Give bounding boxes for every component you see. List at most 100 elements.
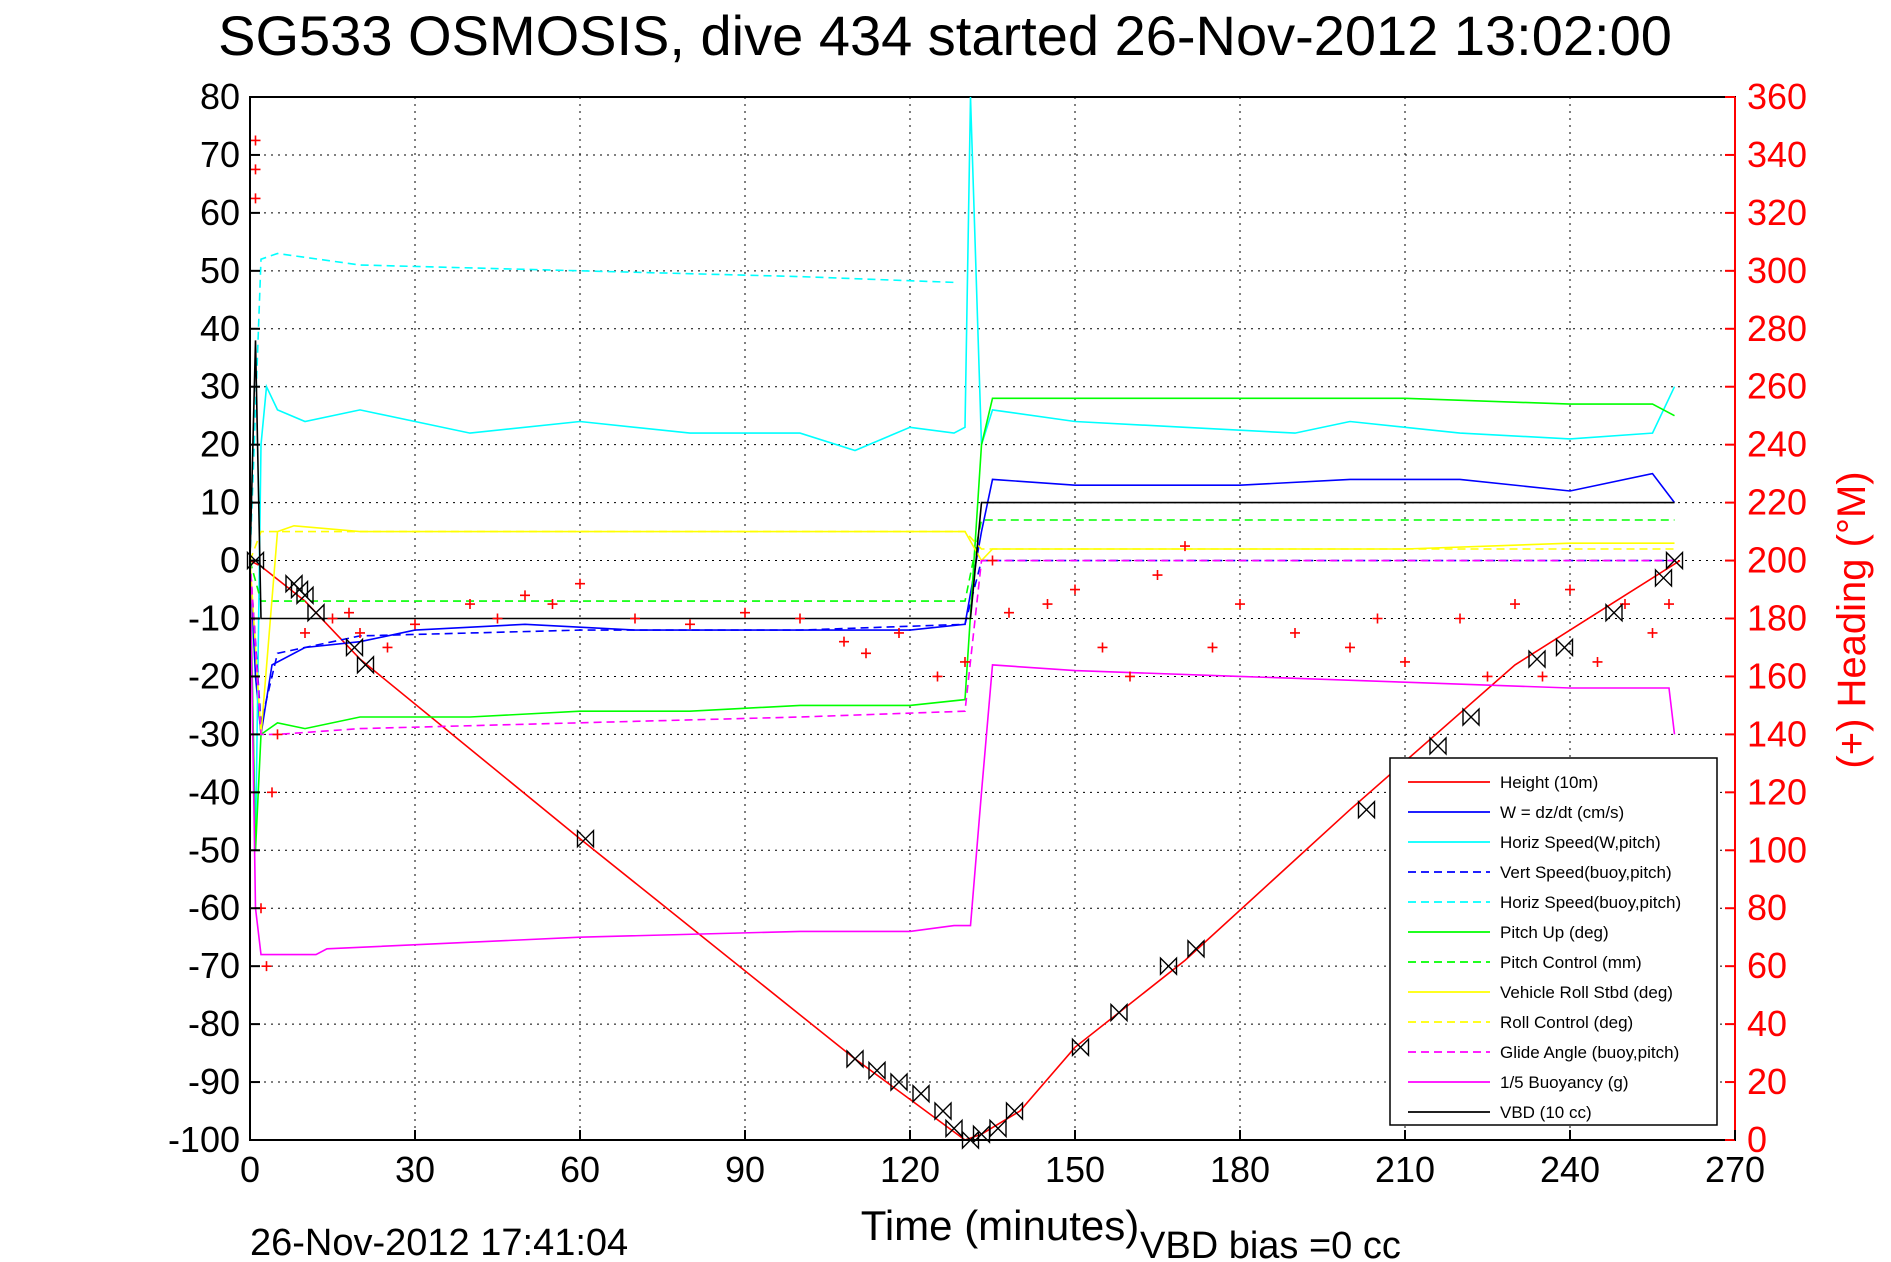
series-line (249, 96, 1676, 851)
right-tick-label: 320 (1747, 192, 1807, 233)
footer-vbd-bias: VBD bias =0 cc (1140, 1225, 1401, 1262)
grid-lines (250, 97, 1735, 1140)
heading-point (300, 627, 310, 638)
heading-point (1482, 671, 1493, 682)
heading-point (630, 613, 640, 624)
heading-point (740, 607, 750, 618)
legend-label: Height (10m) (1500, 773, 1598, 792)
heading-point (1042, 599, 1053, 610)
height-marker (1005, 1101, 1024, 1121)
x-tick-label: 0 (240, 1149, 260, 1190)
left-tick-label: -90 (188, 1061, 240, 1102)
heading-point (932, 671, 943, 682)
heading-point (987, 555, 998, 566)
heading-point (1647, 627, 1658, 638)
height-marker (912, 1083, 930, 1104)
height-marker (890, 1072, 908, 1092)
right-tick-labels: 3603403203002802602402202001801601401201… (1725, 76, 1807, 1160)
left-tick-label: -60 (188, 887, 240, 928)
height-marker (945, 1118, 963, 1139)
heading-point (492, 613, 503, 624)
heading-point (795, 613, 805, 624)
x-axis-label: Time (minutes) (861, 1202, 1139, 1249)
x-tick-label: 270 (1705, 1149, 1765, 1190)
left-tick-label: -80 (188, 1003, 240, 1044)
series-line (249, 560, 1676, 956)
left-tick-label: 60 (200, 192, 240, 233)
right-tick-label: 80 (1747, 887, 1787, 928)
heading-point (960, 656, 970, 667)
right-tick-label: 0 (1747, 1119, 1767, 1160)
legend-label: Horiz Speed(buoy,pitch) (1500, 893, 1681, 912)
height-marker (345, 637, 364, 658)
heading-markers (250, 135, 1674, 972)
chart-title: SG533 OSMOSIS, dive 434 started 26-Nov-2… (218, 4, 1672, 67)
left-tick-label: -20 (188, 655, 240, 696)
series-line (249, 340, 1675, 620)
heading-point (1664, 599, 1674, 610)
heading-point (547, 599, 558, 610)
footer-timestamp: 26-Nov-2012 17:41:04 (250, 1222, 628, 1262)
heading-point (1372, 613, 1383, 624)
height-marker (868, 1060, 886, 1081)
height-marker (934, 1101, 952, 1121)
right-tick-label: 240 (1747, 424, 1807, 465)
left-tick-label: -100 (168, 1119, 240, 1160)
left-tick-label: 50 (200, 250, 240, 291)
height-marker (1071, 1037, 1090, 1057)
heading-point (685, 619, 695, 630)
left-tick-label: 40 (200, 308, 240, 349)
heading-point (355, 627, 365, 638)
heading-point (839, 636, 849, 647)
left-tick-label: 70 (200, 134, 240, 175)
right-tick-label: 140 (1747, 713, 1807, 754)
x-tick-label: 90 (725, 1149, 765, 1190)
heading-point (410, 619, 420, 630)
right-tick-label: 160 (1747, 655, 1807, 696)
right-tick-label: 120 (1747, 771, 1807, 812)
heading-point (1565, 584, 1575, 595)
right-tick-label: 340 (1747, 134, 1807, 175)
series-line (249, 252, 955, 561)
heading-point (1004, 607, 1014, 618)
x-tick-label: 240 (1540, 1149, 1600, 1190)
right-tick-label: 40 (1747, 1003, 1787, 1044)
height-marker (1654, 568, 1673, 588)
legend-label: Glide Angle (buoy,pitch) (1500, 1043, 1679, 1062)
height-marker (1528, 649, 1546, 669)
legend-box (1389, 757, 1718, 1126)
x-tick-label: 60 (560, 1149, 600, 1190)
legend-label: Vehicle Roll Stbd (deg) (1500, 983, 1673, 1002)
heading-point (250, 193, 261, 204)
left-tick-label: -50 (188, 829, 240, 870)
right-tick-label: 60 (1747, 945, 1787, 986)
legend-label: VBD (10 cc) (1500, 1103, 1592, 1122)
heading-point (1235, 599, 1245, 610)
x-tick-label: 150 (1045, 1149, 1105, 1190)
left-tick-label: 80 (200, 76, 240, 117)
heading-point (894, 627, 904, 638)
heading-point (1070, 584, 1080, 595)
heading-point (267, 787, 277, 798)
right-tick-label: 20 (1747, 1061, 1787, 1102)
left-tick-label: 20 (200, 424, 240, 465)
heading-point (344, 607, 354, 618)
height-marker (846, 1049, 864, 1069)
left-tick-label: -70 (188, 945, 240, 986)
x-tick-label: 30 (395, 1149, 435, 1190)
x-tick-labels: 0 30 60 90 120 150 180 210 240 270 (240, 1130, 1765, 1190)
x-tick-label: 180 (1210, 1149, 1270, 1190)
height-marker (1555, 637, 1574, 658)
heading-point (1400, 656, 1410, 667)
right-tick-label: 220 (1747, 482, 1807, 523)
height-marker (576, 828, 595, 849)
height-marker (1187, 939, 1205, 959)
height-marker (1462, 707, 1480, 727)
right-tick-label: 260 (1747, 366, 1807, 407)
heading-point (861, 648, 871, 659)
height-marker (1159, 956, 1178, 976)
heading-point (1180, 541, 1190, 552)
heading-point (1290, 627, 1300, 638)
heading-point (1152, 570, 1163, 581)
heading-point (250, 135, 261, 146)
